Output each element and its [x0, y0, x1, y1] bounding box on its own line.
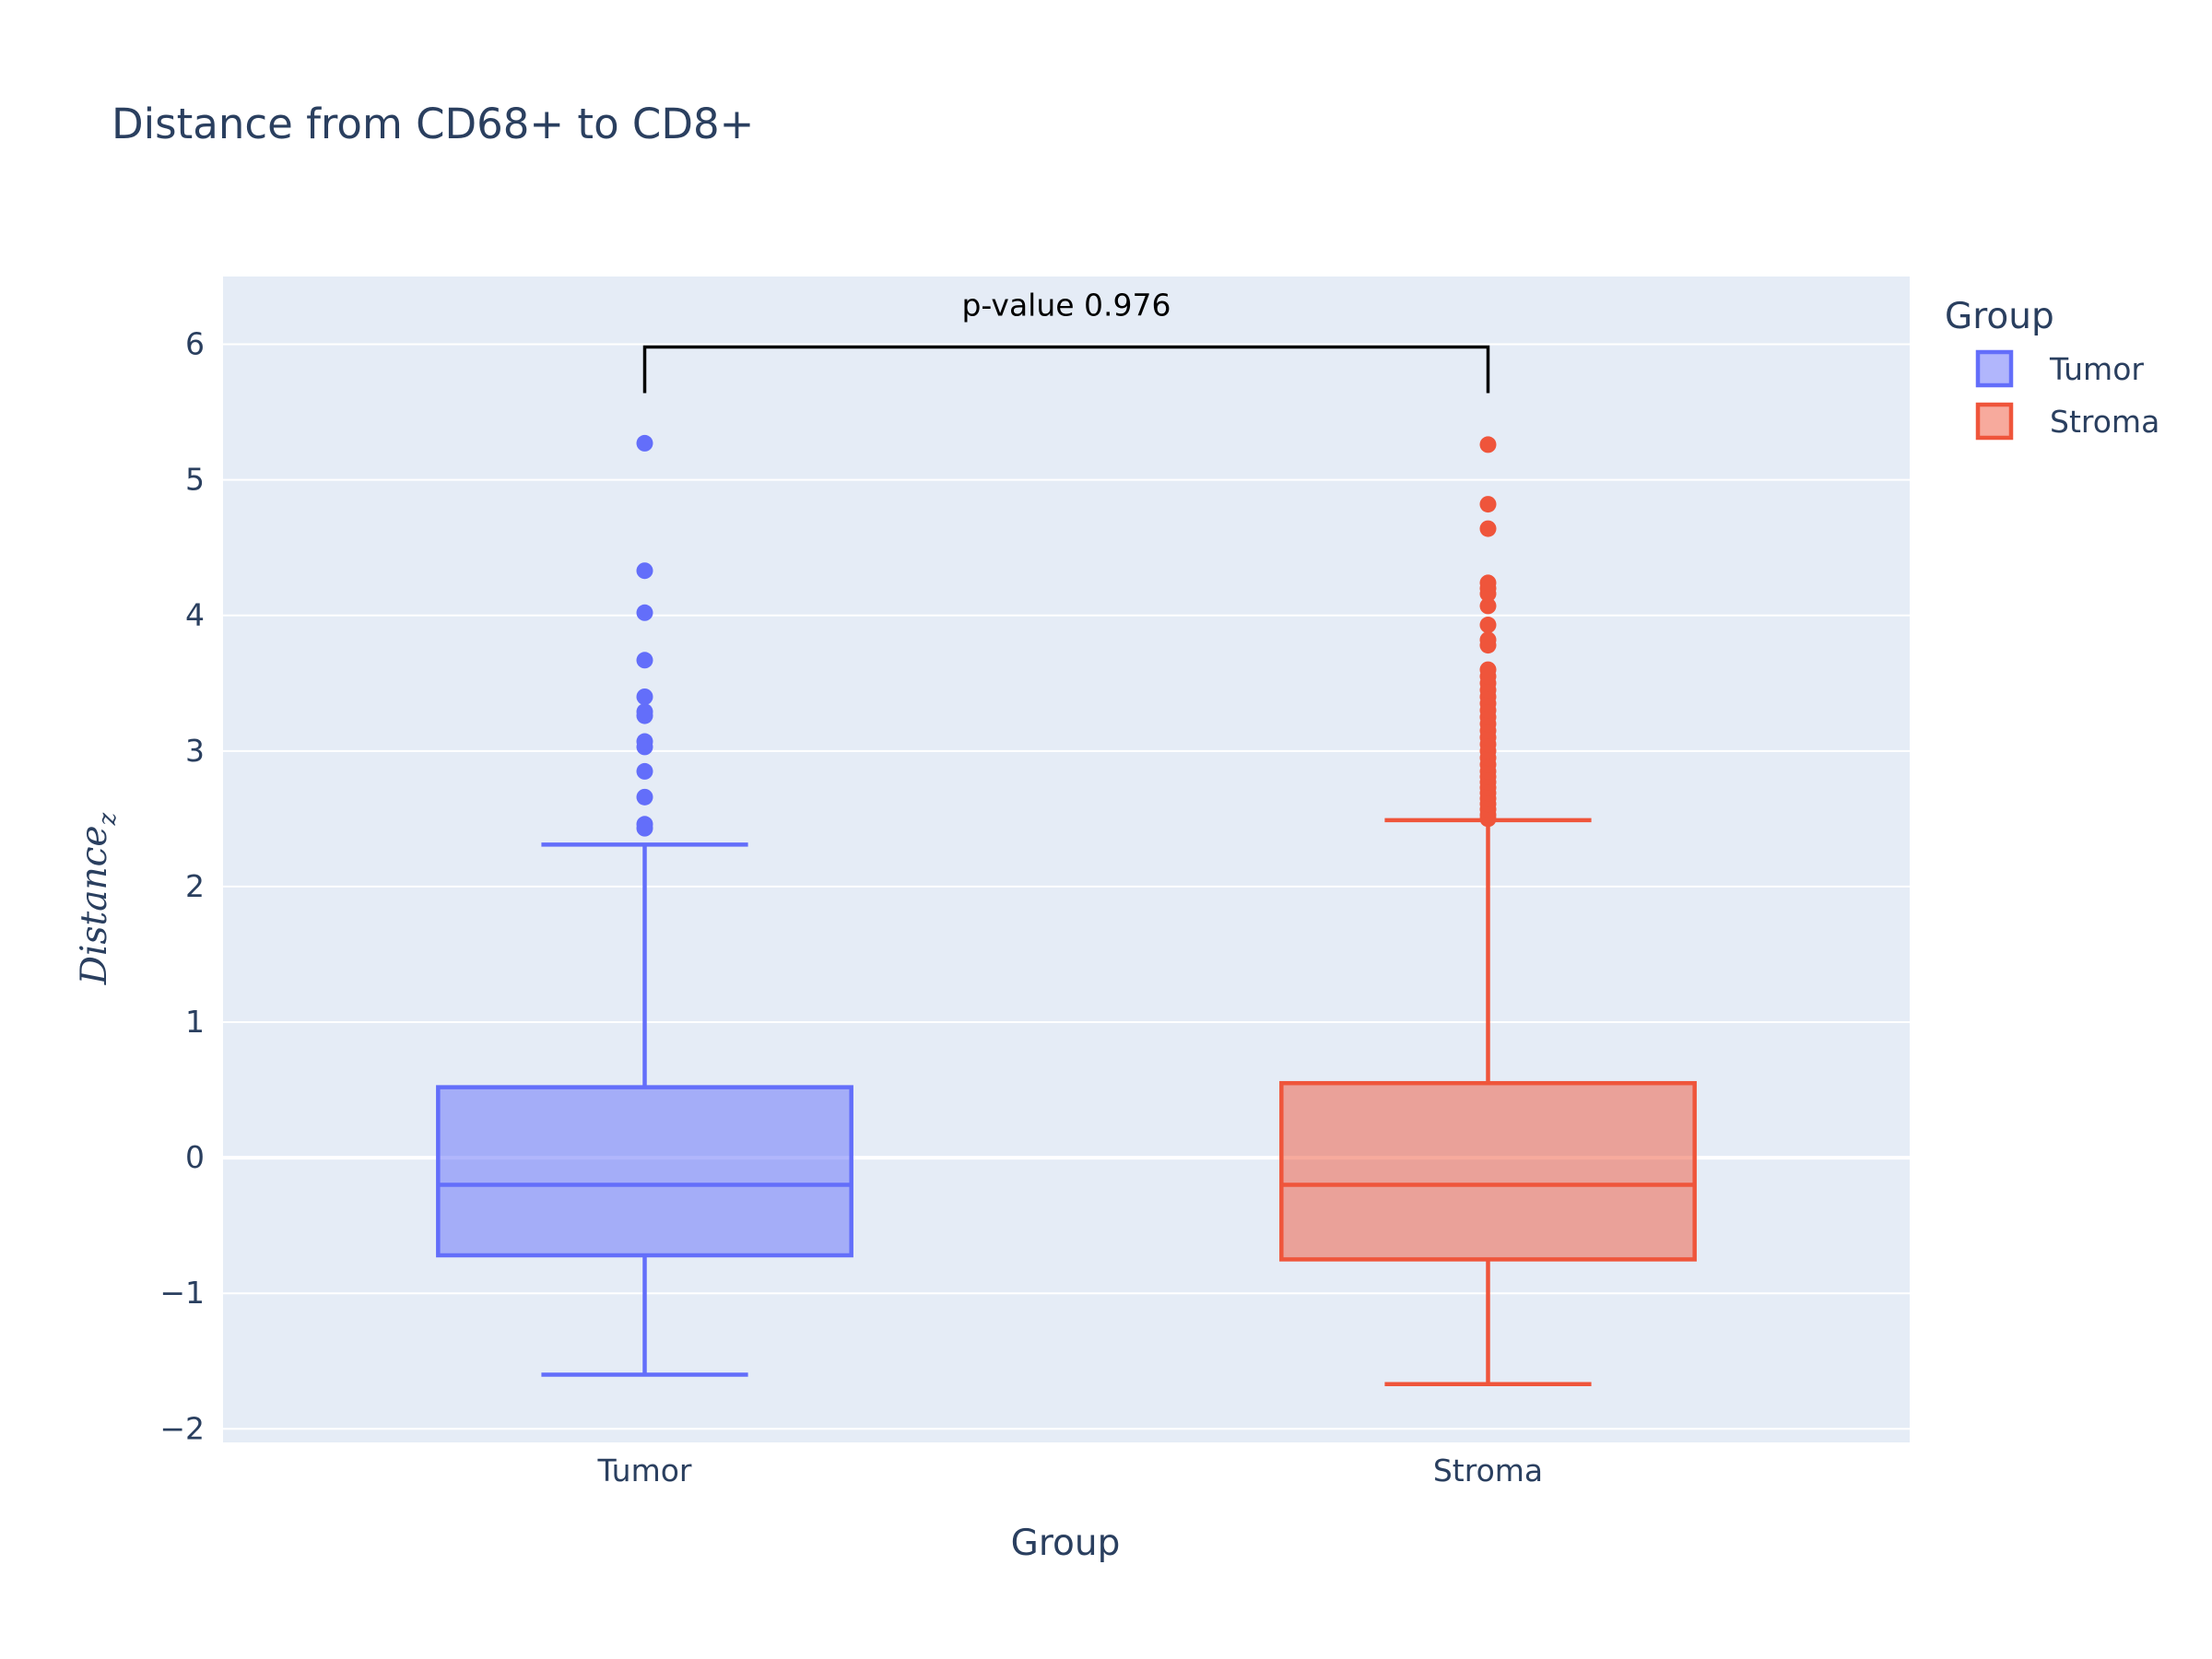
outlier-point [636, 733, 653, 750]
y-axis-title: Distancez [74, 812, 122, 985]
box-stroma [1279, 436, 1697, 1386]
legend-item-stroma[interactable]: Stroma [1975, 402, 2159, 441]
outlier-point [636, 562, 653, 580]
outlier-point [1479, 631, 1497, 649]
outlier-point [636, 762, 653, 780]
outlier-point [1479, 661, 1497, 678]
y-tick-label: −1 [159, 1275, 205, 1311]
legend: Group Tumor Stroma [1945, 296, 2159, 441]
x-tick-labels: Tumor Stroma [597, 1453, 1544, 1488]
interquartile-box [436, 1085, 853, 1258]
legend-label: Tumor [2049, 351, 2144, 387]
y-tick-label: −2 [159, 1410, 205, 1446]
x-tick-label: Tumor [597, 1453, 692, 1488]
outlier-point [636, 788, 653, 806]
legend-label: Stroma [2050, 404, 2159, 440]
outlier-point [1479, 617, 1497, 634]
legend-item-tumor[interactable]: Tumor [1975, 349, 2144, 388]
outlier-point [636, 688, 653, 705]
outlier-point [636, 434, 653, 452]
y-tick-labels: −2 −1 0 1 2 3 4 5 6 [159, 326, 205, 1447]
y-tick-label: 4 [185, 597, 205, 633]
y-tick-label: 0 [185, 1139, 205, 1175]
legend-title: Group [1945, 296, 2054, 337]
outlier-point [1479, 436, 1497, 453]
y-tick-label: 2 [185, 868, 205, 904]
outlier-point [636, 652, 653, 669]
legend-swatch [1975, 402, 2014, 441]
y-tick-label: 6 [185, 326, 205, 362]
interquartile-box [1279, 1080, 1697, 1262]
x-axis-title: Group [1011, 1523, 1121, 1564]
outlier-point [1479, 520, 1497, 537]
significance-bracket [642, 345, 1490, 394]
box-tumor [436, 434, 853, 1377]
y-tick-label: 5 [185, 462, 205, 498]
x-tick-label: Stroma [1433, 1453, 1543, 1488]
outlier-point [636, 816, 653, 833]
outlier-point [636, 703, 653, 721]
y-axis-title-main: Distance [74, 825, 115, 985]
y-axis-title-subscript: z [94, 812, 122, 826]
boxes [436, 434, 1697, 1386]
y-tick-label: 3 [185, 733, 205, 769]
outlier-point [1479, 597, 1497, 615]
p-value-annotation: p-value 0.976 [642, 287, 1490, 394]
outlier-point [636, 604, 653, 621]
plot-area [223, 276, 1910, 1442]
chart-title: Distance from CD68+ to CD8+ [112, 100, 754, 148]
p-value-label: p-value 0.976 [961, 287, 1171, 323]
outlier-point [1479, 496, 1497, 513]
y-tick-label: 1 [185, 1004, 205, 1040]
outlier-point [1479, 574, 1497, 592]
legend-swatch [1975, 349, 2014, 388]
